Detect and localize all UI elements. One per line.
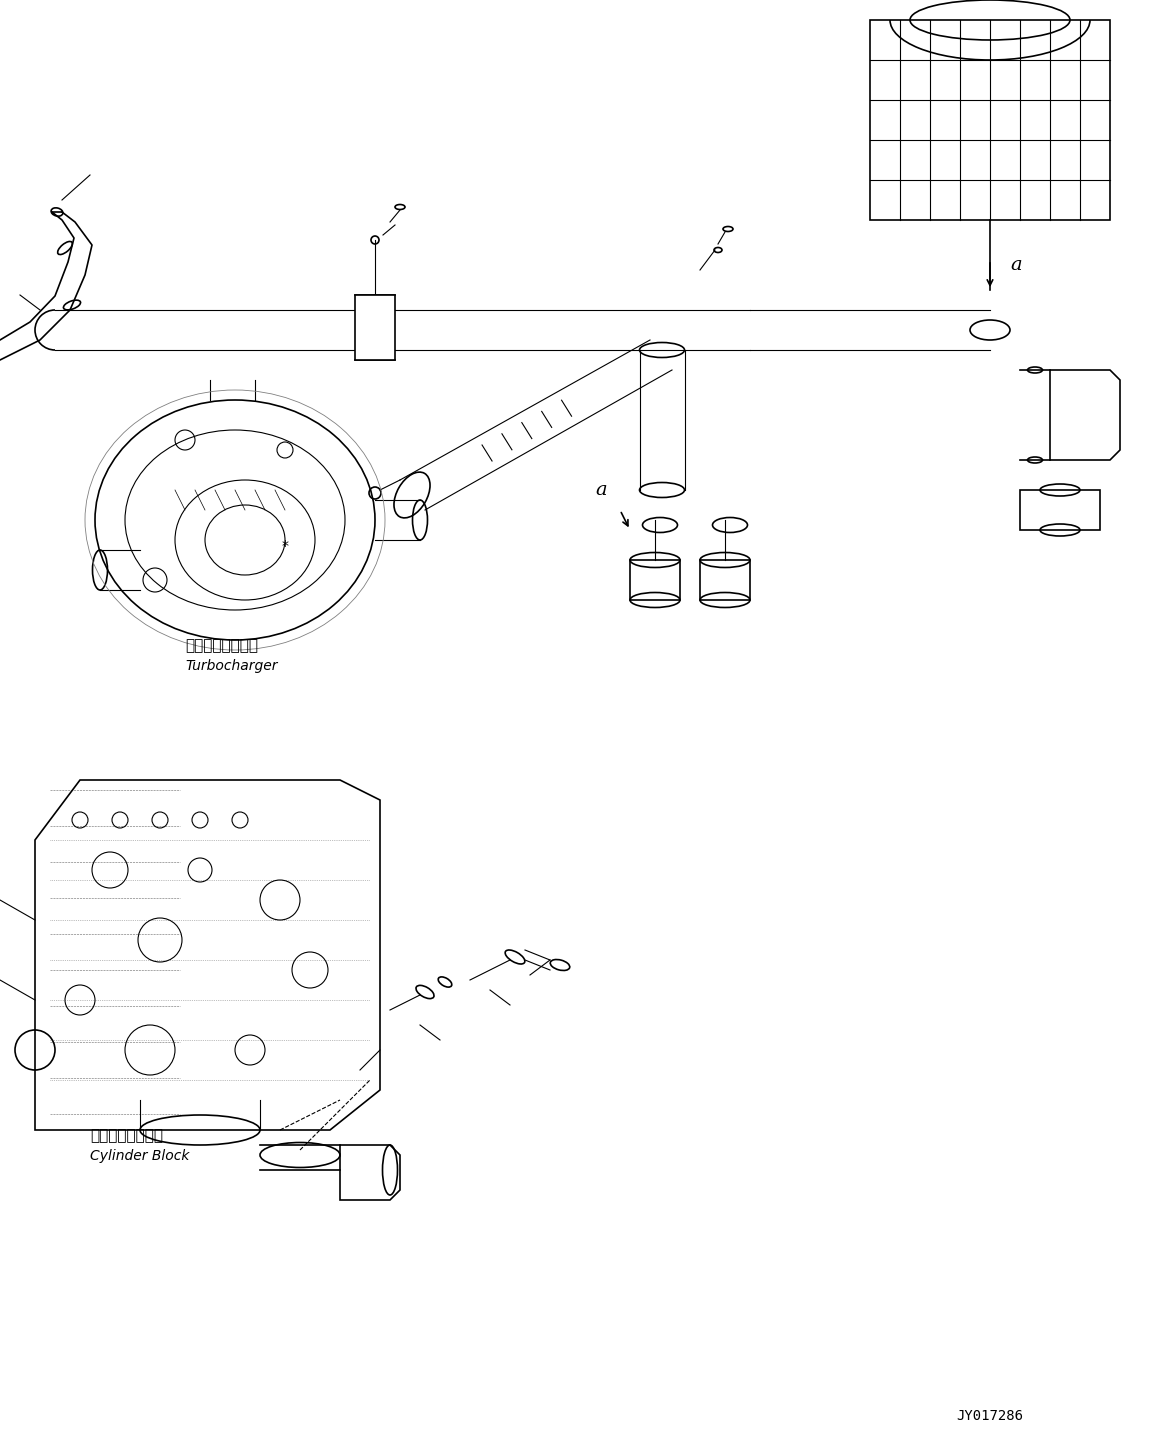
Text: シリンダブロック: シリンダブロック bbox=[90, 1129, 163, 1143]
Bar bbox=[700, 561, 750, 600]
Text: JY017286: JY017286 bbox=[956, 1409, 1023, 1423]
Text: a: a bbox=[1009, 256, 1021, 275]
Text: *: * bbox=[281, 539, 288, 553]
Text: Cylinder Block: Cylinder Block bbox=[90, 1149, 190, 1163]
Bar bbox=[355, 295, 395, 360]
Text: a: a bbox=[595, 481, 607, 499]
Text: ターボチャージャ: ターボチャージャ bbox=[185, 639, 258, 653]
Bar bbox=[630, 561, 680, 600]
Text: Turbocharger: Turbocharger bbox=[185, 659, 278, 673]
Bar bbox=[870, 20, 1110, 220]
Bar bbox=[1020, 490, 1100, 530]
